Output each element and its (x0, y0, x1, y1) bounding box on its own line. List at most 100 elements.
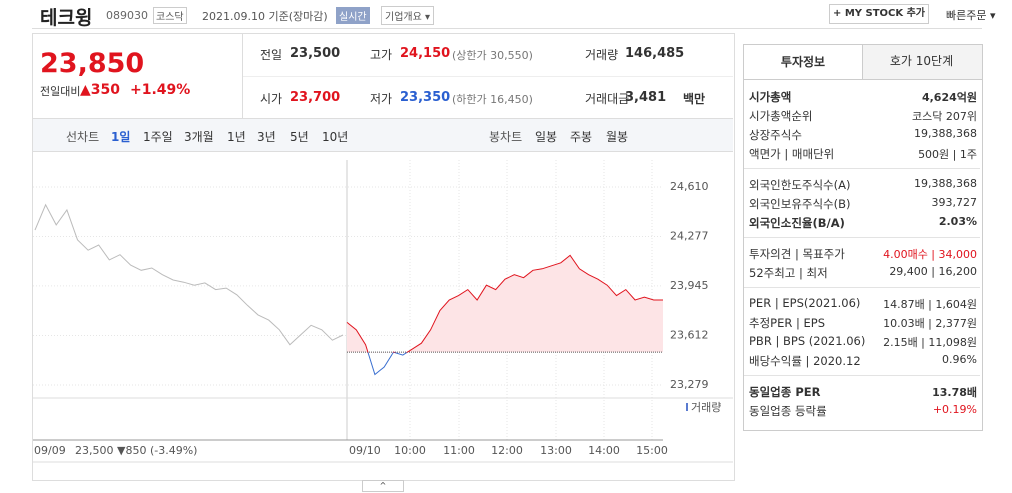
period-tab[interactable]: 5년 (290, 130, 309, 144)
info-value: 0.96% (942, 353, 977, 366)
price-block (33, 34, 243, 118)
summary-value: 3,481 (625, 90, 667, 105)
candle-tab[interactable]: 주봉 (570, 130, 593, 144)
change-label: 전일대비 (40, 85, 81, 98)
info-value: 29,400 | 16,200 (889, 265, 977, 278)
y-tick-label: 23,612 (670, 328, 709, 341)
info-divider (744, 287, 980, 288)
today-line-up (346, 254, 663, 353)
market-badge: 코스닥 (153, 7, 187, 24)
collapse-button[interactable]: ^ (362, 480, 404, 492)
volume-label: 거래량 (691, 401, 721, 414)
summary-divider (243, 76, 733, 77)
info-label: 시가총액 (749, 90, 792, 104)
candle-tab[interactable]: 월봉 (606, 130, 629, 144)
today-area (347, 255, 663, 353)
info-divider (744, 237, 980, 238)
period-tab[interactable]: 1주일 (143, 130, 173, 144)
base-date: 2021.09.10 기준(장마감) (202, 10, 328, 23)
prev-summary: 23,500 ▼850 (-3.49%) (75, 444, 197, 457)
info-label: 동일업종 PER (749, 385, 821, 399)
info-box (743, 78, 983, 431)
company-info-label[interactable]: 기업개요 (385, 12, 422, 23)
info-label: 시가총액순위 (749, 109, 813, 123)
period-tab[interactable]: 1일 (111, 130, 131, 144)
period-tab[interactable]: 1년 (227, 130, 246, 144)
stock-name: 테크윙 (40, 7, 93, 29)
realtime-badge[interactable]: 실시간 (336, 7, 370, 24)
info-divider (744, 168, 980, 169)
summary-label: 거래량 (585, 48, 619, 62)
today-line-down (367, 352, 408, 376)
summary-value: 24,150 (400, 46, 451, 61)
summary-label: 거래대금 (585, 92, 630, 106)
candle-chart-label: 봉차트 (489, 130, 523, 144)
summary-value: 23,500 (290, 46, 341, 61)
info-value: 13.78배 (932, 386, 977, 399)
info-value: 10.03배 | 2,377원 (883, 317, 977, 330)
info-label: 액면가 | 매매단위 (749, 147, 835, 161)
time-label: 10:00 (394, 444, 426, 457)
current-price: 23,850 (40, 48, 145, 79)
info-tab[interactable]: 호가 10단계 (889, 54, 954, 68)
info-value: 2.03% (938, 215, 977, 228)
candle-tab[interactable]: 일봉 (535, 130, 558, 144)
line-chart-label: 선차트 (66, 130, 100, 144)
info-label: 배당수익률 | 2020.12 (749, 354, 861, 368)
quick-order[interactable]: 빠른주문 ▾ (946, 9, 996, 22)
info-value: +0.19% (932, 403, 977, 416)
time-label: 11:00 (443, 444, 475, 457)
summary-label: 고가 (370, 48, 393, 62)
info-value: 19,388,368 (914, 127, 977, 140)
info-tab-active[interactable]: 투자정보 (743, 44, 863, 79)
summary-extra: (상한가 30,550) (452, 49, 533, 62)
volume-legend-icon (686, 403, 688, 411)
info-value: 19,388,368 (914, 177, 977, 190)
company-info[interactable]: 기업개요 ▾ (381, 6, 435, 25)
info-label: 외국인보유주식수(B) (749, 197, 851, 211)
info-value: 4.00매수 | 34,000 (883, 248, 977, 261)
period-tab[interactable]: 3년 (257, 130, 276, 144)
info-value: 2.15배 | 11,098원 (883, 336, 977, 349)
time-label: 12:00 (491, 444, 523, 457)
info-label: 외국인한도주식수(A) (749, 178, 851, 192)
summary-value: 23,700 (290, 90, 341, 105)
info-value: 14.87배 | 1,604원 (883, 298, 977, 311)
info-value: 코스닥 207위 (912, 110, 977, 123)
summary-label: 전일 (260, 48, 283, 62)
info-label: 외국인소진율(B/A) (749, 216, 845, 230)
period-tab[interactable]: 10년 (322, 130, 349, 144)
time-label: 14:00 (588, 444, 620, 457)
info-label: 52주최고 | 최저 (749, 266, 828, 280)
summary-extra: (하한가 16,450) (452, 93, 533, 106)
info-value: 393,727 (931, 196, 978, 209)
info-label: 상장주식수 (749, 128, 802, 142)
prev-day-line (34, 203, 344, 346)
summary-extra: 백만 (683, 92, 706, 106)
stock-code: 089030 (106, 9, 148, 22)
summary-value: 146,485 (625, 46, 685, 61)
quick-order-label[interactable]: 빠른주문 (946, 9, 987, 22)
time-label: 15:00 (636, 444, 668, 457)
mystock-button[interactable]: + MY STOCK 추가 (829, 4, 929, 24)
info-label: PBR | BPS (2021.06) (749, 334, 866, 348)
header-rule (32, 28, 982, 29)
info-label: PER | EPS(2021.06) (749, 296, 861, 310)
period-tab[interactable]: 3개월 (184, 130, 214, 144)
prev-date: 09/09 (34, 444, 66, 457)
info-divider (744, 375, 980, 376)
y-tick-label: 24,610 (670, 180, 709, 193)
chart-tabs (33, 118, 733, 152)
info-label: 동일업종 등락률 (749, 404, 827, 418)
change-pct: +1.49% (130, 82, 191, 98)
y-tick-label: 24,277 (670, 229, 709, 242)
info-label: 투자의견 | 목표주가 (749, 247, 845, 261)
today-date: 09/10 (349, 444, 381, 457)
summary-label: 시가 (260, 92, 283, 106)
summary-value: 23,350 (400, 90, 451, 105)
info-value: 500원 | 1주 (918, 148, 977, 161)
time-label: 13:00 (540, 444, 572, 457)
info-value: 4,624억원 (921, 91, 977, 104)
summary-label: 저가 (370, 92, 393, 106)
